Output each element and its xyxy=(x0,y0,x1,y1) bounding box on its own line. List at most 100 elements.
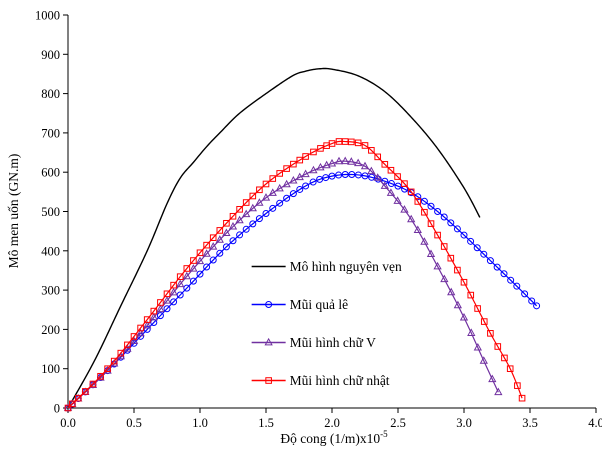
data-point-marker xyxy=(190,257,197,264)
data-point-marker xyxy=(361,172,369,180)
data-point-marker xyxy=(533,302,541,310)
x-tick-label: 2.0 xyxy=(324,416,340,430)
x-axis-title-exponent: -5 xyxy=(380,429,388,439)
data-point-marker xyxy=(143,320,152,329)
data-point-marker xyxy=(360,161,370,170)
data-point-marker xyxy=(348,171,356,179)
data-point-marker xyxy=(426,249,436,258)
data-point-marker xyxy=(334,156,344,165)
data-point-marker xyxy=(440,243,448,250)
data-point-marker xyxy=(170,298,178,306)
data-point-marker xyxy=(381,177,389,185)
data-point-marker xyxy=(427,202,435,210)
data-point-marker xyxy=(182,271,191,280)
data-point-marker xyxy=(374,153,382,161)
data-point-marker xyxy=(394,182,402,190)
data-point-marker xyxy=(117,349,125,357)
data-point-marker xyxy=(268,188,277,196)
data-point-marker xyxy=(493,263,501,271)
data-point-marker xyxy=(290,160,297,168)
data-point-marker xyxy=(528,297,536,305)
data-point-marker xyxy=(488,374,497,383)
data-point-marker xyxy=(136,328,145,337)
series-none xyxy=(67,67,481,409)
data-point-marker xyxy=(248,203,257,212)
data-point-marker xyxy=(440,274,449,283)
data-point-marker xyxy=(236,231,244,239)
data-point-marker xyxy=(130,333,138,340)
data-point-marker xyxy=(347,157,356,165)
data-point-marker xyxy=(460,278,468,286)
data-point-marker xyxy=(327,158,337,167)
data-point-marker xyxy=(283,165,290,172)
data-point-marker xyxy=(256,186,263,194)
data-point-marker xyxy=(183,265,191,272)
data-point-marker xyxy=(216,249,224,257)
data-point-marker xyxy=(341,156,350,165)
y-tick-label: 0 xyxy=(54,402,60,416)
data-point-marker xyxy=(367,166,376,175)
data-point-marker xyxy=(368,147,375,154)
data-point-marker xyxy=(269,204,277,212)
data-point-marker xyxy=(129,336,139,345)
data-point-marker xyxy=(335,138,343,145)
x-axis-title: Độ cong (1/m)x10-5 xyxy=(280,429,388,446)
data-point-marker xyxy=(486,257,494,265)
data-point-marker xyxy=(255,198,264,206)
data-point-marker xyxy=(215,235,224,243)
data-point-marker xyxy=(473,244,481,252)
data-point-marker xyxy=(433,261,442,270)
data-point-marker xyxy=(453,225,461,233)
data-point-marker xyxy=(335,171,343,179)
data-point-marker xyxy=(421,208,428,216)
y-tick-label: 600 xyxy=(41,166,60,180)
data-point-marker xyxy=(64,404,72,412)
data-point-marker xyxy=(209,256,217,264)
data-point-marker xyxy=(249,220,257,228)
data-point-marker xyxy=(414,198,422,205)
data-point-marker xyxy=(74,394,82,402)
data-point-marker xyxy=(283,194,291,202)
data-point-marker xyxy=(276,199,284,207)
series-group xyxy=(63,67,541,412)
data-point-marker xyxy=(236,206,243,213)
data-point-marker xyxy=(309,178,317,186)
data-point-marker xyxy=(317,145,324,152)
data-point-marker xyxy=(487,330,494,337)
data-point-marker xyxy=(328,172,336,180)
data-point-marker xyxy=(341,171,349,179)
legend-marker xyxy=(265,301,273,309)
y-tick-label: 900 xyxy=(41,48,60,62)
data-point-marker xyxy=(434,231,441,239)
data-point-marker xyxy=(150,307,158,315)
x-tick-label: 4.0 xyxy=(588,416,602,430)
data-point-marker xyxy=(209,234,217,241)
data-point-marker xyxy=(296,185,304,193)
data-point-marker xyxy=(387,166,395,174)
data-point-marker xyxy=(229,237,237,245)
legend-label: Mô hình nguyên vẹn xyxy=(290,259,402,274)
legend-item: Mô hình nguyên vẹn xyxy=(251,259,402,274)
data-point-marker xyxy=(460,231,468,239)
tick-group: 0.0 0.5 1.0 1.5 2.0 2.5 3.0 3.5 4.0 0 100 200 300 400… xyxy=(35,9,602,431)
data-point-marker xyxy=(420,237,429,245)
y-tick-label: 300 xyxy=(41,284,60,298)
data-point-marker xyxy=(518,394,526,402)
data-point-marker xyxy=(354,171,362,179)
data-point-marker xyxy=(447,287,456,296)
legend-marker xyxy=(265,377,272,384)
series-line xyxy=(67,67,481,409)
data-point-marker xyxy=(162,296,172,304)
data-point-marker xyxy=(189,264,198,272)
data-point-marker xyxy=(302,182,310,190)
data-point-marker xyxy=(401,180,408,187)
data-point-marker xyxy=(242,209,251,218)
data-point-marker xyxy=(69,400,76,408)
data-point-marker xyxy=(467,291,475,299)
data-point-marker xyxy=(348,138,355,146)
data-point-marker xyxy=(183,284,191,292)
data-point-marker xyxy=(500,270,508,278)
data-point-marker xyxy=(261,193,271,201)
data-point-marker xyxy=(494,343,502,350)
